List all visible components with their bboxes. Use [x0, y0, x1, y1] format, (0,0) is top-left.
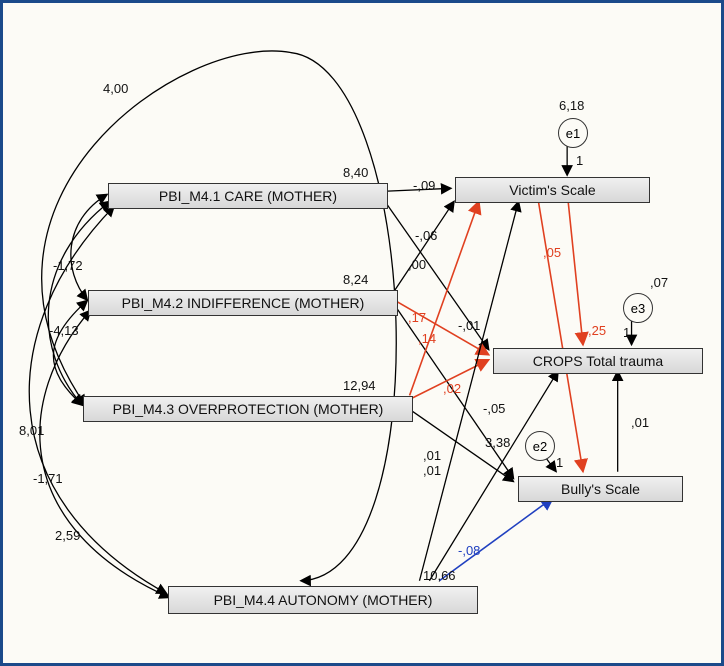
node-victim-scale: Victim's Scale — [455, 177, 650, 203]
node-bully-scale: Bully's Scale — [518, 476, 683, 502]
node-label: PBI_M4.1 CARE (MOTHER) — [159, 188, 337, 204]
path-bully-crops: ,01 — [631, 415, 649, 430]
cov-indiff-overp: -1,71 — [33, 471, 63, 486]
cov-care-indiff: -1,72 — [53, 258, 83, 273]
node-pbi-care: PBI_M4.1 CARE (MOTHER) — [108, 183, 388, 209]
value-overp: 12,94 — [343, 378, 376, 393]
path-e2: 1 — [556, 455, 563, 470]
path-indiff-victim: -,06 — [415, 228, 437, 243]
node-label: PBI_M4.4 AUTONOMY (MOTHER) — [214, 592, 433, 608]
error-label: e1 — [566, 126, 580, 141]
value-care: 8,40 — [343, 165, 368, 180]
value-e2: 3,38 — [485, 435, 510, 450]
cov-care-overp: -4,13 — [49, 323, 79, 338]
path-overp-victim: ,14 — [418, 331, 436, 346]
error-e2: e2 — [525, 431, 555, 461]
path-care-crops: ,00 — [408, 257, 426, 272]
error-label: e3 — [631, 301, 645, 316]
path-overp-crops: ,02 — [443, 381, 461, 396]
node-label: CROPS Total trauma — [533, 353, 663, 369]
diagram-canvas: PBI_M4.1 CARE (MOTHER) PBI_M4.2 INDIFFER… — [0, 0, 724, 666]
node-pbi-indifference: PBI_M4.2 INDIFFERENCE (MOTHER) — [88, 290, 398, 316]
path-auton-bully: -,08 — [458, 543, 480, 558]
error-e3: e3 — [623, 293, 653, 323]
path-care-victim: -,09 — [413, 178, 435, 193]
path-e3: 1 — [623, 325, 630, 340]
value-auton: 10,66 — [423, 568, 456, 583]
node-pbi-autonomy: PBI_M4.4 AUTONOMY (MOTHER) — [168, 586, 478, 614]
cov-overp-auton: 4,00 — [103, 81, 128, 96]
node-label: Bully's Scale — [561, 481, 640, 497]
node-label: Victim's Scale — [509, 182, 595, 198]
cov-care-auton: 8,01 — [19, 423, 44, 438]
error-e1: e1 — [558, 118, 588, 148]
error-label: e2 — [533, 439, 547, 454]
cov-indiff-auton: 2,59 — [55, 528, 80, 543]
value-e1: 6,18 — [559, 98, 584, 113]
path-auton-crops: ,01 — [423, 463, 441, 478]
edges-layer — [3, 3, 721, 663]
path-victim-crops: ,25 — [588, 323, 606, 338]
path-indiff-crops: ,17 — [408, 310, 426, 325]
path-overp-bully: -,05 — [483, 401, 505, 416]
node-label: PBI_M4.3 OVERPROTECTION (MOTHER) — [113, 401, 384, 417]
node-label: PBI_M4.2 INDIFFERENCE (MOTHER) — [122, 295, 365, 311]
path-victim-bully: ,05 — [543, 245, 561, 260]
path-indiff-bully: -,01 — [458, 318, 480, 333]
node-pbi-overprotection: PBI_M4.3 OVERPROTECTION (MOTHER) — [83, 396, 413, 422]
path-e1: 1 — [576, 153, 583, 168]
value-indiff: 8,24 — [343, 272, 368, 287]
value-e3: ,07 — [650, 275, 668, 290]
node-crops-total-trauma: CROPS Total trauma — [493, 348, 703, 374]
path-auton-victim: ,01 — [423, 448, 441, 463]
